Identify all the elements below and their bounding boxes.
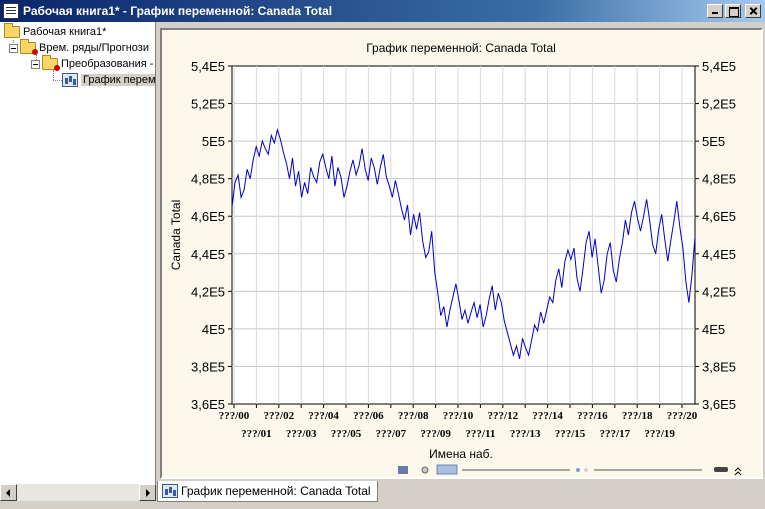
y-tick-label: 5,2E5 [702, 97, 736, 112]
y-tick-label: 5,4E5 [191, 59, 225, 74]
x-tick-label: ???/11 [465, 428, 495, 440]
x-tick-label: ???/03 [286, 428, 317, 440]
y-tick-label: 3,8E5 [702, 359, 736, 374]
y-tick-label: 3,6E5 [702, 397, 736, 412]
y-axis-left: 3,6E5 3,8E5 4E5 4,2E5 4,4E5 4,6E5 4,8E5 5E5 5,2E… [191, 59, 232, 412]
x-tick-label: ???/07 [376, 428, 407, 440]
x-tick-label: ???/05 [331, 428, 362, 440]
y-tick-label: 4,8E5 [702, 172, 736, 187]
collapse-toggle-icon[interactable] [31, 59, 40, 69]
x-tick-label: ???/18 [622, 410, 653, 422]
collapse-toggle-icon[interactable] [9, 43, 18, 53]
y-tick-label: 5E5 [202, 134, 225, 149]
plot-area [231, 65, 696, 405]
x-tick-label: ???/14 [532, 410, 563, 422]
tree-horizontal-scrollbar[interactable] [0, 484, 156, 501]
chart-canvas: 3,6E5 3,8E5 4E5 4,2E5 4,4E5 4,6E5 4,8E5 5E5 5,2E… [169, 41, 742, 476]
y-tick-label: 4,2E5 [191, 284, 225, 299]
y-tick-label: 5,4E5 [702, 59, 736, 74]
x-tick-label: ???/02 [264, 410, 295, 422]
chart-zoom-toolbar[interactable] [398, 464, 742, 476]
window-titlebar: Рабочая книга1* - График переменной: Can… [0, 0, 765, 22]
panel-splitter[interactable] [156, 22, 160, 484]
tree-item-label: Врем. ряды/Прогнози [39, 42, 149, 54]
folder-icon [42, 55, 60, 71]
chart-title: График переменной: Canada Total [366, 41, 556, 55]
y-tick-label: 4E5 [202, 322, 225, 337]
x-tick-label: ???/06 [353, 410, 384, 422]
y-tick-label: 4,4E5 [191, 247, 225, 262]
x-tick-label: ???/09 [420, 428, 451, 440]
maximize-button[interactable] [725, 4, 741, 18]
tree-item-label: Рабочая книга1* [23, 26, 107, 38]
y-tick-label: 3,8E5 [191, 359, 225, 374]
chart-icon [62, 73, 78, 87]
x-tick-label: ???/12 [488, 410, 519, 422]
tree-connector [53, 70, 54, 80]
workbook-icon [3, 3, 19, 19]
zoom-fit-icon[interactable] [398, 466, 408, 474]
tree-item-transformations[interactable]: Преобразования - [31, 55, 154, 72]
x-tick-label: ???/10 [443, 410, 474, 422]
y-tick-label: 4,6E5 [191, 209, 225, 224]
zoom-slider-thumb[interactable] [584, 468, 588, 472]
scroll-right-button[interactable] [139, 484, 156, 501]
tree-item-label: Преобразования - [61, 58, 154, 70]
zoom-slider-thumb[interactable] [576, 468, 580, 472]
x-tick-label: ???/01 [241, 428, 272, 440]
close-button[interactable] [745, 4, 761, 18]
y-tick-label: 5E5 [702, 134, 725, 149]
y-tick-label: 4,8E5 [191, 172, 225, 187]
zoom-range-icon[interactable] [436, 464, 458, 475]
x-tick-label: ???/00 [219, 410, 250, 422]
tree-item-label: График перем [81, 74, 156, 86]
x-tick-label: ???/13 [510, 428, 541, 440]
tree-item-workbook[interactable]: Рабочая книга1* [4, 23, 107, 40]
tree-item-chart[interactable]: График перем [62, 72, 156, 88]
x-axis-label: Имена наб. [429, 447, 493, 461]
tree-connector [36, 54, 37, 64]
open-folder-icon [4, 23, 20, 38]
workbook-tree: Рабочая книга1* Врем. ряды/Прогнози Прео… [0, 22, 156, 484]
collapse-toolbar-icon[interactable] [734, 467, 742, 476]
x-tick-label: ???/20 [667, 410, 698, 422]
zoom-reset-icon[interactable] [421, 466, 429, 474]
y-tick-label: 4,2E5 [702, 284, 736, 299]
scroll-left-button[interactable] [0, 484, 17, 501]
x-tick-label: ???/04 [308, 410, 339, 422]
grid-lines [232, 66, 695, 404]
x-tick-label: ???/08 [398, 410, 429, 422]
x-tick-label: ???/19 [644, 428, 675, 440]
y-tick-label: 4,6E5 [702, 209, 736, 224]
document-tabbar: График переменной: Canada Total [156, 481, 765, 503]
tab-chart[interactable]: График переменной: Canada Total [157, 481, 378, 502]
tree-item-timeseries[interactable]: Врем. ряды/Прогнози [9, 39, 149, 56]
y-tick-label: 4E5 [702, 322, 725, 337]
x-tick-label: ???/17 [600, 428, 631, 440]
y-axis-right: 3,6E5 3,8E5 4E5 4,2E5 4,4E5 4,6E5 4,8E5 5E5 5,2E… [695, 59, 736, 412]
y-axis-label: Canada Total [169, 200, 183, 271]
chart-icon [162, 484, 178, 498]
series-line [231, 127, 696, 360]
chart-window: 3,6E5 3,8E5 4E5 4,2E5 4,4E5 4,6E5 4,8E5 5E5 5,2E… [160, 28, 763, 479]
folder-icon [20, 39, 38, 55]
y-tick-label: 3,6E5 [191, 397, 225, 412]
window-title: Рабочая книга1* - График переменной: Can… [23, 4, 333, 18]
pan-handle-icon[interactable] [714, 467, 728, 472]
x-tick-label: ???/15 [555, 428, 586, 440]
minimize-button[interactable] [707, 4, 723, 18]
tab-label: График переменной: Canada Total [181, 484, 371, 498]
x-tick-label: ???/16 [577, 410, 608, 422]
y-tick-label: 4,4E5 [702, 247, 736, 262]
y-tick-label: 5,2E5 [191, 97, 225, 112]
tree-connector [53, 80, 62, 81]
x-axis: ???/00 ???/01 ???/02 ???/03 ???/04 ???/05 ???/… [219, 404, 698, 440]
